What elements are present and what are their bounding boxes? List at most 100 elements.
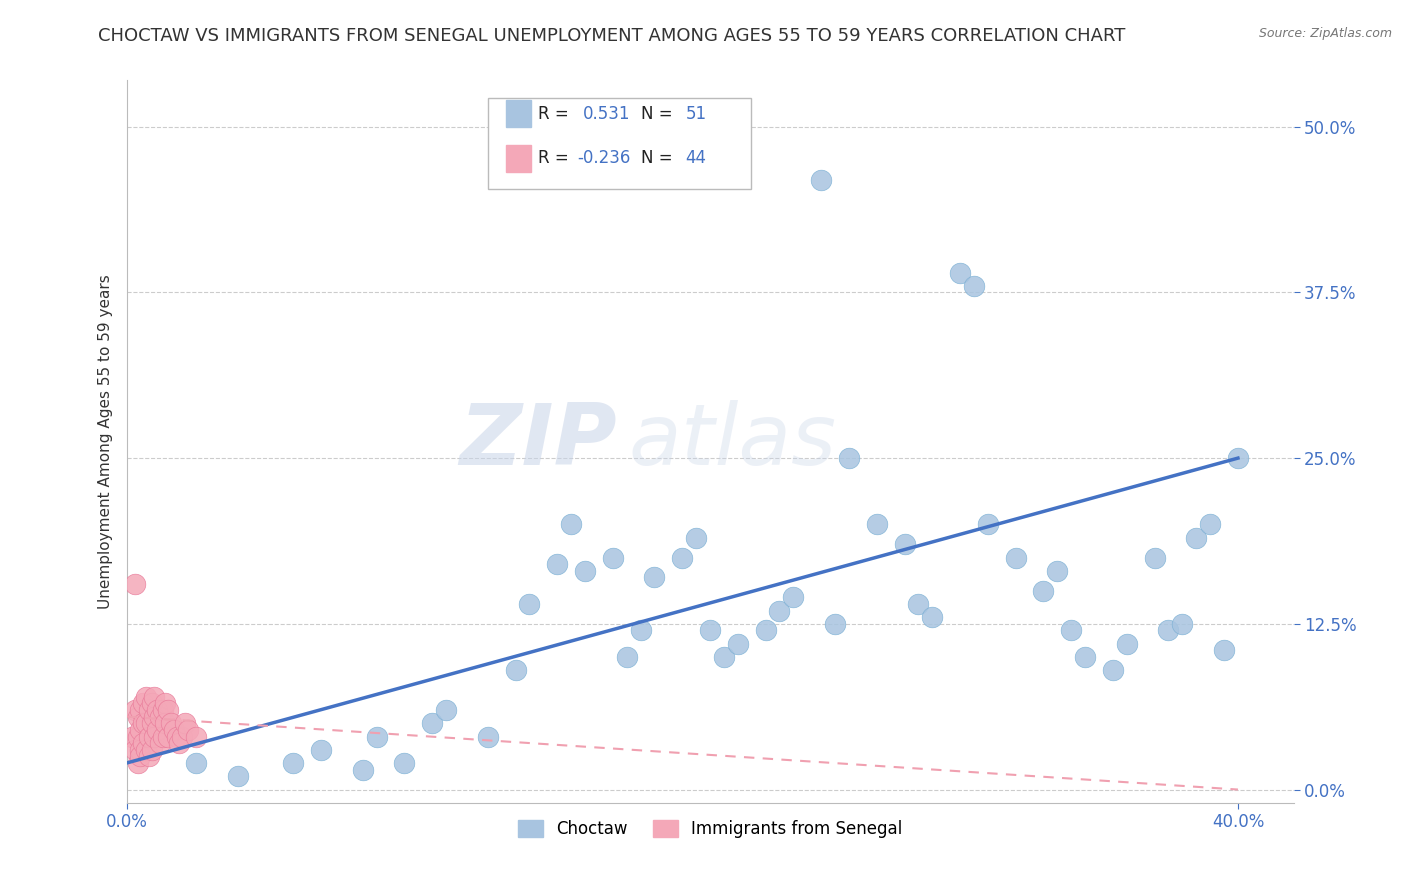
Point <box>124 703 146 717</box>
Point <box>172 730 194 744</box>
Point <box>505 663 527 677</box>
Point <box>727 637 749 651</box>
Point <box>671 550 693 565</box>
Text: -0.236: -0.236 <box>576 149 630 168</box>
Point <box>1226 451 1249 466</box>
Point <box>420 716 443 731</box>
Text: atlas: atlas <box>628 400 837 483</box>
Bar <box>506 100 531 128</box>
Point <box>132 697 155 711</box>
Point <box>921 610 943 624</box>
Point <box>174 716 197 731</box>
Point <box>184 756 207 770</box>
Point <box>184 730 207 744</box>
Point <box>602 550 624 565</box>
Point <box>1171 616 1194 631</box>
Text: R =: R = <box>538 104 575 122</box>
Point <box>124 577 146 591</box>
Point <box>699 624 721 638</box>
Point <box>138 730 160 744</box>
Point <box>121 730 143 744</box>
Text: R =: R = <box>538 149 575 168</box>
Point <box>1046 564 1069 578</box>
Point <box>129 749 152 764</box>
Point <box>129 723 152 737</box>
Point <box>157 703 180 717</box>
Point <box>1143 550 1166 565</box>
Point <box>949 266 972 280</box>
Legend: Choctaw, Immigrants from Senegal: Choctaw, Immigrants from Senegal <box>512 814 908 845</box>
Point <box>366 730 388 744</box>
Point <box>352 763 374 777</box>
Point <box>574 564 596 578</box>
Point <box>143 709 166 723</box>
Point <box>143 730 166 744</box>
Point <box>782 591 804 605</box>
Point <box>1213 643 1236 657</box>
Point <box>838 451 860 466</box>
Text: 0.531: 0.531 <box>583 104 630 122</box>
Point <box>124 743 146 757</box>
Point <box>163 723 186 737</box>
Point <box>1115 637 1137 651</box>
Point <box>127 756 149 770</box>
Point <box>394 756 416 770</box>
Text: Source: ZipAtlas.com: Source: ZipAtlas.com <box>1258 27 1392 40</box>
Point <box>1032 583 1054 598</box>
Point <box>146 723 169 737</box>
Text: N =: N = <box>641 104 678 122</box>
Point <box>893 537 915 551</box>
Point <box>152 730 174 744</box>
Text: CHOCTAW VS IMMIGRANTS FROM SENEGAL UNEMPLOYMENT AMONG AGES 55 TO 59 YEARS CORREL: CHOCTAW VS IMMIGRANTS FROM SENEGAL UNEMP… <box>98 27 1126 45</box>
Point <box>127 730 149 744</box>
Point <box>283 756 305 770</box>
Point <box>129 703 152 717</box>
Point <box>977 517 1000 532</box>
Text: 44: 44 <box>686 149 707 168</box>
Bar <box>506 145 531 172</box>
Point <box>907 597 929 611</box>
Point <box>546 557 568 571</box>
Point <box>1157 624 1180 638</box>
Text: N =: N = <box>641 149 678 168</box>
Point <box>226 769 249 783</box>
Point <box>135 690 157 704</box>
Point <box>810 172 832 186</box>
Point <box>152 703 174 717</box>
Point <box>630 624 652 638</box>
Point <box>768 603 790 617</box>
Point <box>129 743 152 757</box>
Point <box>434 703 457 717</box>
Point <box>160 716 183 731</box>
Point <box>141 743 163 757</box>
Point <box>685 531 707 545</box>
Point <box>138 749 160 764</box>
Point <box>138 703 160 717</box>
Point <box>149 736 172 750</box>
Point <box>135 716 157 731</box>
Point <box>963 278 986 293</box>
Point <box>866 517 889 532</box>
Point <box>519 597 541 611</box>
Point <box>143 690 166 704</box>
Point <box>824 616 846 631</box>
Point <box>713 650 735 665</box>
Point <box>1185 531 1208 545</box>
Point <box>127 709 149 723</box>
Point <box>560 517 582 532</box>
Point <box>1004 550 1026 565</box>
Point <box>149 709 172 723</box>
Point <box>146 703 169 717</box>
Point <box>155 716 177 731</box>
Point <box>1102 663 1125 677</box>
Point <box>157 730 180 744</box>
Point <box>132 736 155 750</box>
Point <box>169 736 191 750</box>
Point <box>309 743 332 757</box>
Point <box>135 743 157 757</box>
Text: 51: 51 <box>686 104 707 122</box>
Point <box>166 730 188 744</box>
Point <box>643 570 665 584</box>
Point <box>616 650 638 665</box>
Point <box>1199 517 1222 532</box>
